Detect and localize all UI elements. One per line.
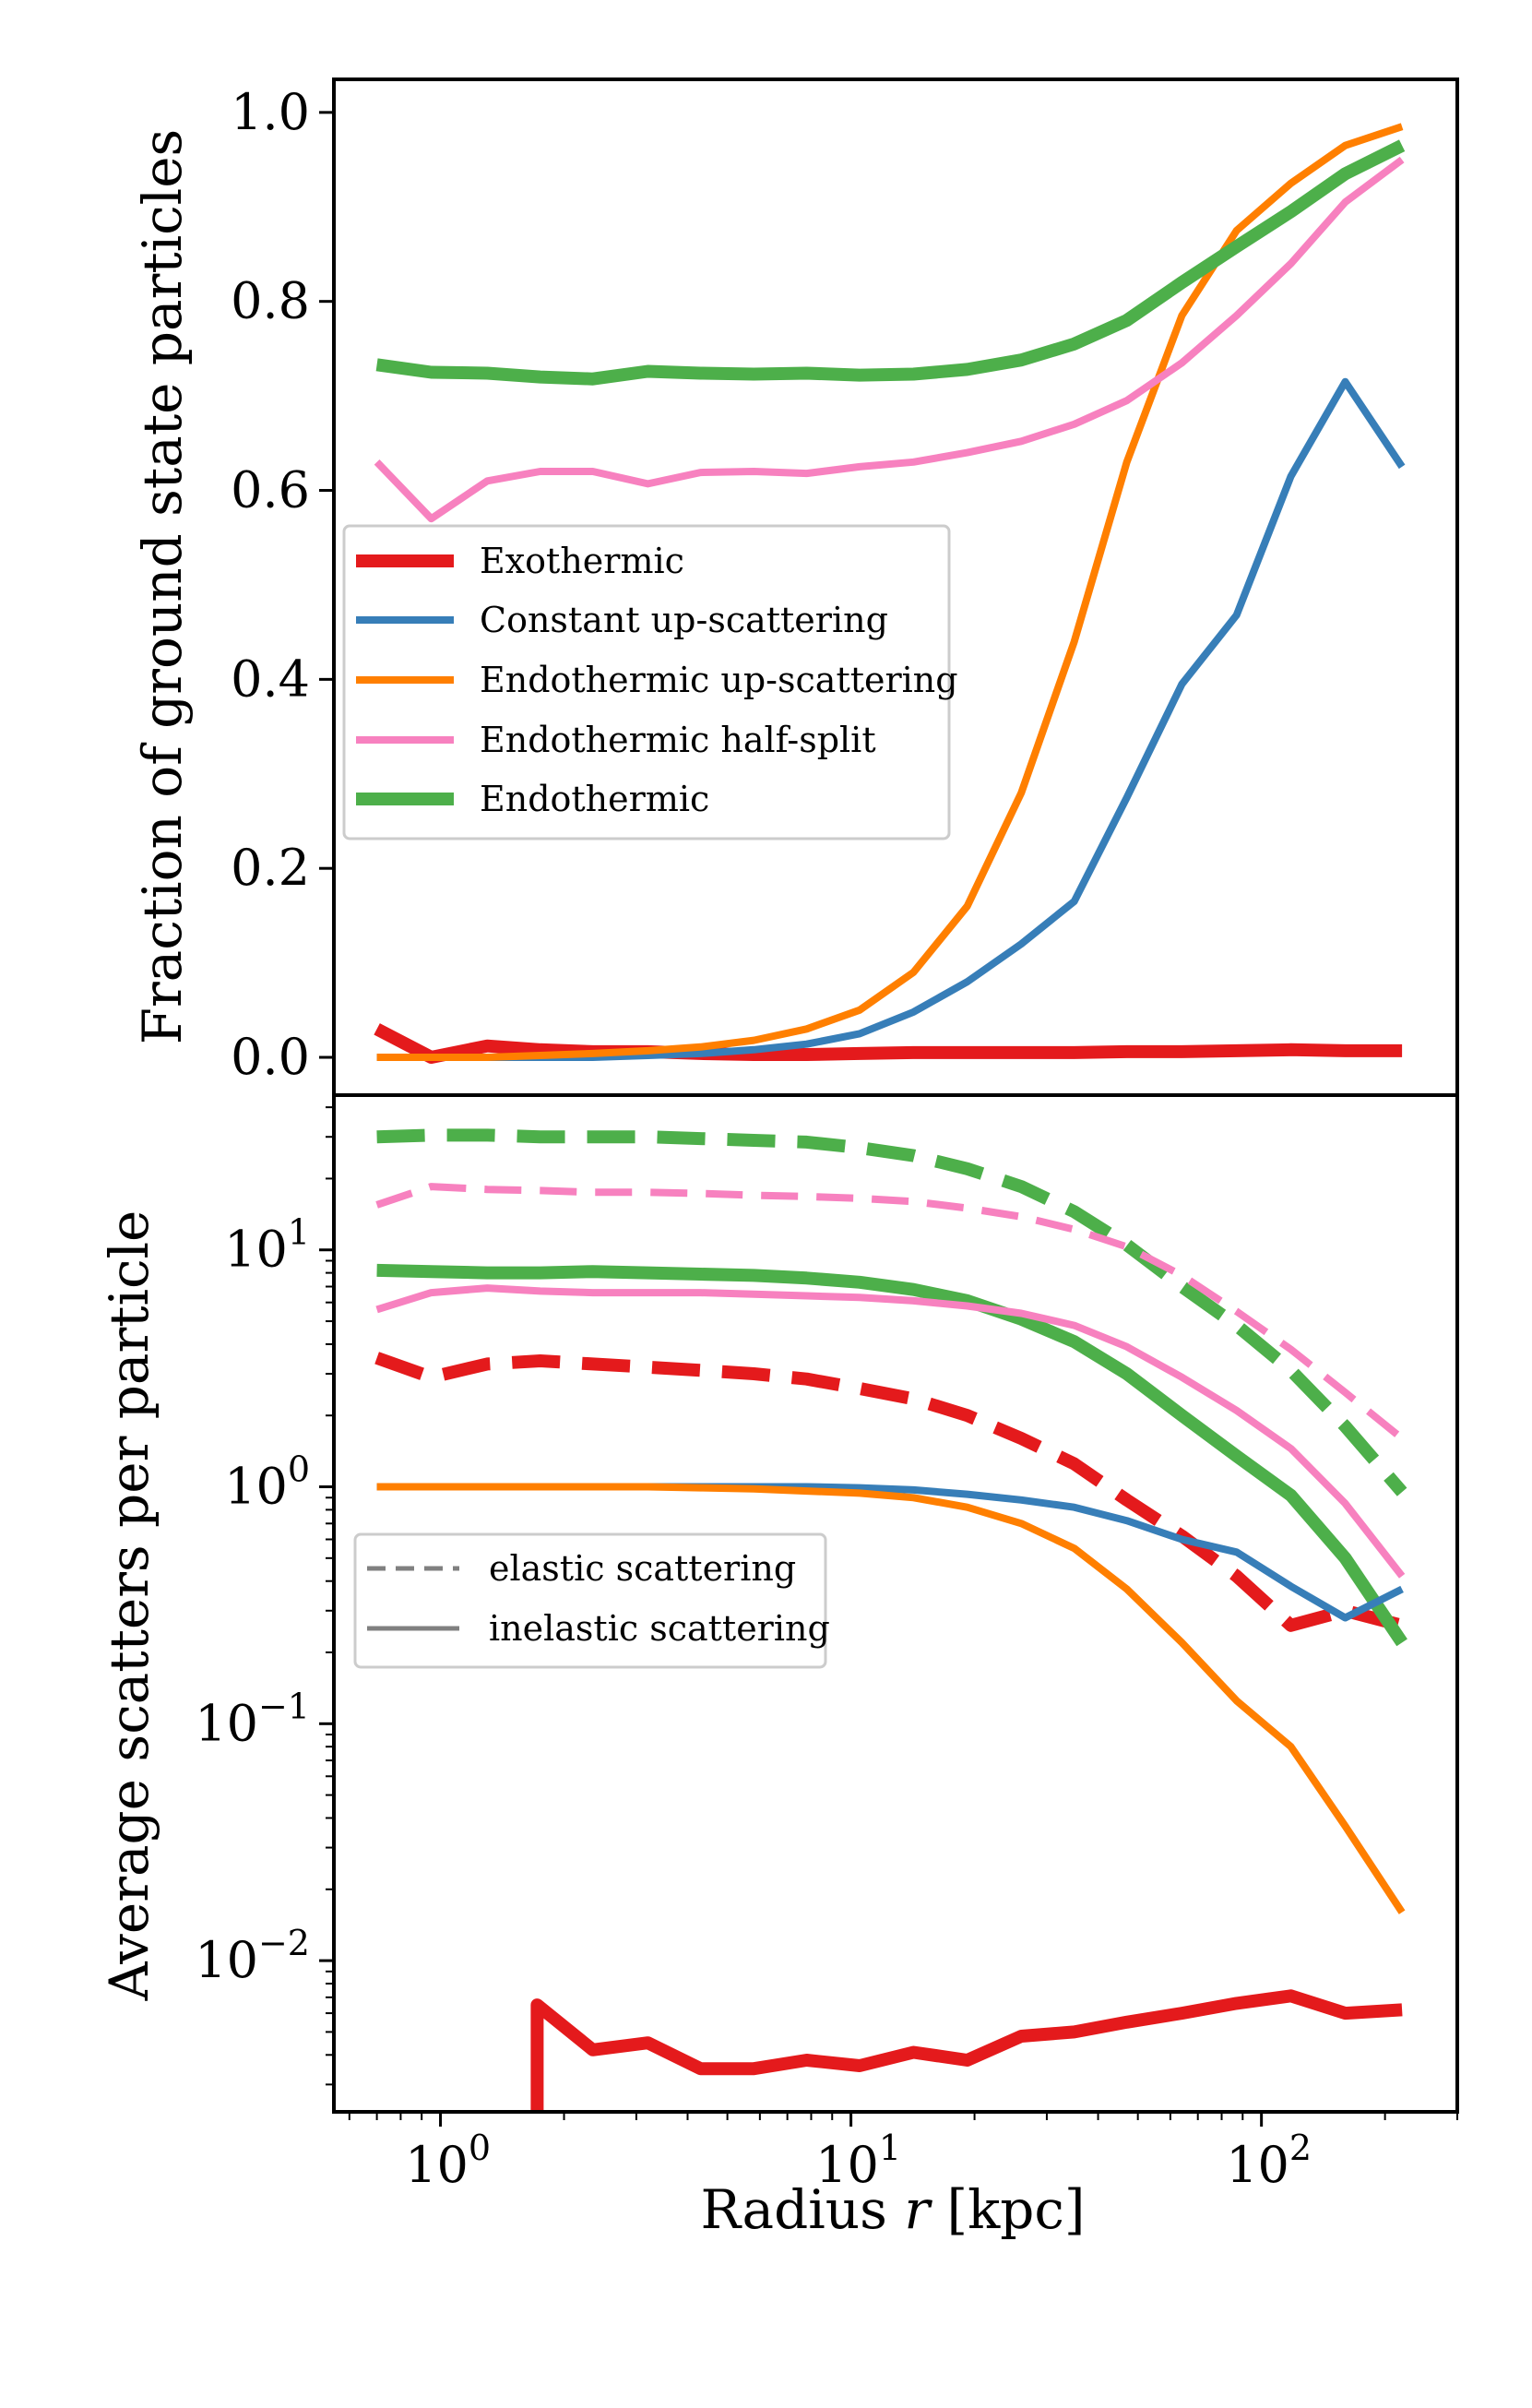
legend-label-endothermic-half-split: Endothermic half-split xyxy=(480,720,876,760)
top-series-group xyxy=(374,123,1406,1064)
bottom-series-group xyxy=(374,1128,1407,2112)
top-y-tick-label: 1.0 xyxy=(231,83,310,141)
bottom-y-tick-label: 100 xyxy=(224,1449,310,1516)
bottom-legend: elastic scattering inelastic scattering xyxy=(353,1532,830,1669)
legend-entry-endothermic-up-scattering: Endothermic up-scattering xyxy=(356,660,958,700)
bottom-series-endothermic-half-split-inelastic xyxy=(375,1284,1406,1579)
bottom-y-tick-label: 101 xyxy=(224,1212,310,1279)
top-legend-frame xyxy=(342,524,951,840)
top-y-tick-label: 0.2 xyxy=(231,839,310,897)
top-series-endothermic xyxy=(375,139,1406,386)
bottom-legend-frame xyxy=(353,1532,827,1669)
top-series-endothermic-half-split xyxy=(374,156,1405,523)
bottom-series-exothermic-elastic xyxy=(374,1352,1404,1632)
legend-label-inelastic-scattering: inelastic scattering xyxy=(489,1608,830,1649)
x-tick-label: 100 xyxy=(405,2128,491,2194)
legend-label-constant-up-scattering: Constant up-scattering xyxy=(480,600,888,640)
top-y-ticks: 0.0 0.2 0.4 0.6 0.8 1.0 xyxy=(231,83,334,1086)
top-y-tick-label: 0.0 xyxy=(231,1028,310,1086)
legend-entry-inelastic-scattering: inelastic scattering xyxy=(367,1608,830,1649)
bottom-series-endothermic-elastic xyxy=(376,1128,1407,1496)
legend-label-exothermic: Exothermic xyxy=(480,541,684,581)
x-axis-label-post: [kpc] xyxy=(930,2178,1085,2241)
x-axis-label-pre: Radius xyxy=(700,2178,904,2241)
top-panel: 0.0 0.2 0.4 0.6 0.8 1.0 Fraction of ground st… xyxy=(131,77,1459,1097)
bottom-y-axis-label: Average scatters per particle xyxy=(98,1210,160,2002)
top-y-axis-label: Fraction of ground state particles xyxy=(131,129,194,1045)
bottom-panel: 10−2 10−1 100 101 100 101 102 Average scatter… xyxy=(98,1093,1459,2241)
bottom-series-endothermic-half-split-elastic xyxy=(375,1183,1405,1442)
x-axis-label: Radius r [kpc] xyxy=(700,2178,1085,2241)
bottom-series-endothermic-up-scattering-inelastic xyxy=(376,1483,1406,1914)
bottom-y-tick-label: 10−2 xyxy=(195,1923,310,1989)
bottom-series-endothermic-inelastic xyxy=(376,1263,1407,1647)
top-y-tick-label: 0.6 xyxy=(231,461,310,519)
top-series-exothermic xyxy=(374,1023,1403,1064)
legend-label-elastic-scattering: elastic scattering xyxy=(489,1548,796,1589)
bottom-y-ticks: 10−2 10−1 100 101 xyxy=(195,1106,334,2086)
bottom-series-exothermic-inelastic xyxy=(530,1989,1403,2112)
top-y-tick-label: 0.4 xyxy=(231,650,310,708)
legend-entry-exothermic: Exothermic xyxy=(356,541,684,581)
legend-label-endothermic: Endothermic xyxy=(480,779,709,819)
legend-entry-constant-up-scattering: Constant up-scattering xyxy=(356,600,888,640)
legend-label-endothermic-up-scattering: Endothermic up-scattering xyxy=(480,660,958,700)
bottom-x-ticks: 100 101 102 xyxy=(348,2112,1458,2194)
legend-entry-elastic-scattering: elastic scattering xyxy=(367,1548,796,1589)
x-tick-label: 102 xyxy=(1226,2128,1312,2194)
legend-entry-endothermic: Endothermic xyxy=(356,779,709,819)
legend-entry-endothermic-half-split: Endothermic half-split xyxy=(356,720,876,760)
top-legend: Exothermic Constant up-scattering Endoth… xyxy=(342,524,958,840)
bottom-axes-frame xyxy=(332,1093,1459,2114)
top-series-endothermic-up-scattering xyxy=(376,123,1404,1061)
x-tick-label: 101 xyxy=(815,2128,901,2194)
bottom-y-tick-label: 10−1 xyxy=(195,1686,310,1752)
top-y-tick-label: 0.8 xyxy=(231,272,310,330)
x-axis-label-var: r xyxy=(904,2178,932,2241)
